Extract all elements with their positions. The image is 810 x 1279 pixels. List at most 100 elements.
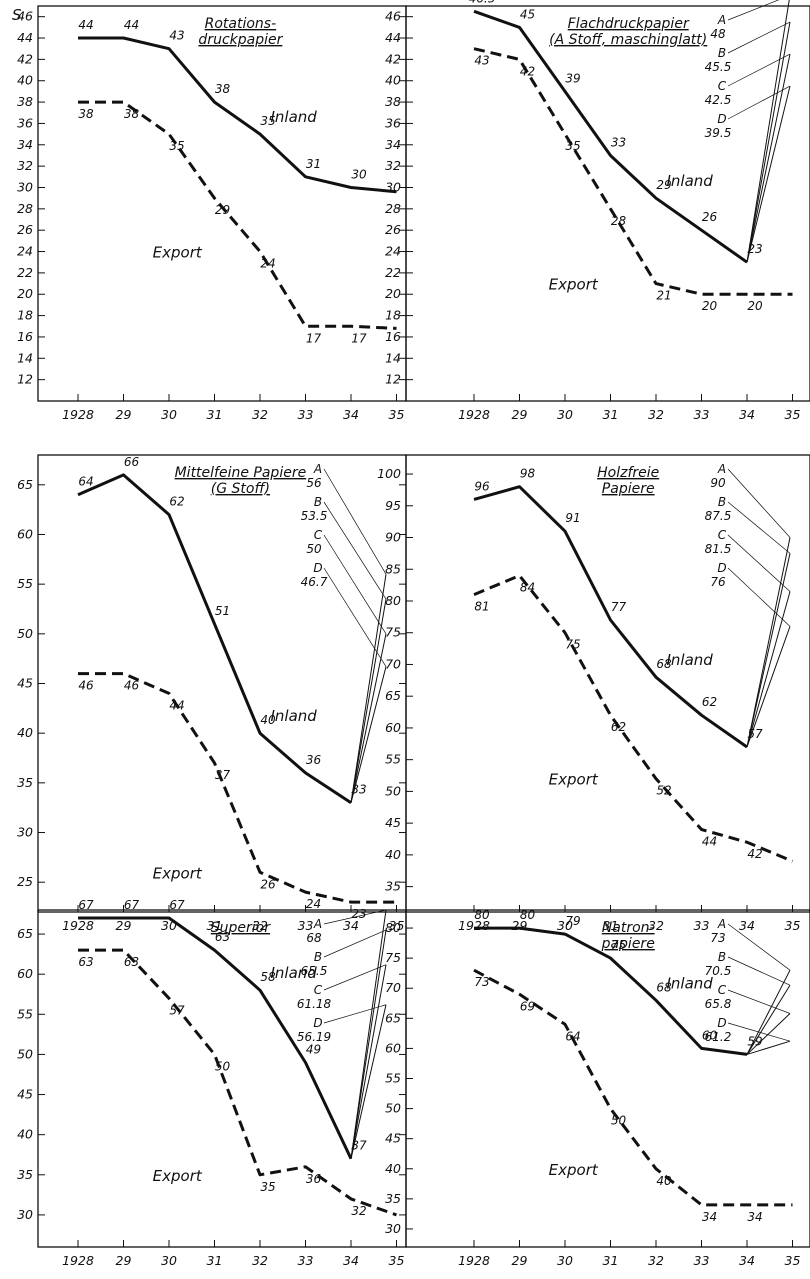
data-label: 63 bbox=[124, 955, 139, 969]
data-label: 64 bbox=[78, 475, 93, 489]
data-label: 81 bbox=[474, 600, 489, 614]
y-tick-label: 18 bbox=[385, 308, 401, 323]
data-label: 38 bbox=[124, 107, 140, 121]
series-line-export bbox=[78, 948, 397, 1217]
y-tick-label: 30 bbox=[17, 825, 33, 840]
y-tick-label: 20 bbox=[385, 286, 401, 301]
grade-leader bbox=[323, 534, 387, 635]
grade-letter: D bbox=[313, 1016, 322, 1030]
grade-line-d bbox=[746, 85, 791, 263]
y-tick-label: 44 bbox=[385, 30, 401, 45]
series-line-export bbox=[473, 574, 794, 863]
grade-line-c bbox=[746, 591, 791, 748]
data-label: 23 bbox=[351, 907, 366, 921]
grade-letter: C bbox=[314, 983, 323, 997]
y-tick-label: 40 bbox=[385, 847, 401, 862]
y-tick-label: 40 bbox=[17, 725, 33, 740]
chart-title-line: druckpapier bbox=[198, 32, 283, 48]
data-label: 46 bbox=[78, 679, 94, 693]
data-label: 58 bbox=[260, 970, 276, 984]
grade-leader bbox=[323, 1004, 387, 1024]
x-tick-label: 30 bbox=[557, 918, 573, 933]
data-label: 17 bbox=[306, 331, 322, 345]
y-tick-label: 30 bbox=[385, 1221, 401, 1236]
series-name-export: Export bbox=[549, 1161, 599, 1179]
series-line-inland bbox=[474, 926, 748, 1056]
grade-line-a bbox=[746, 0, 790, 263]
data-label: 60 bbox=[702, 1028, 718, 1042]
y-tick-label: 12 bbox=[17, 372, 33, 387]
grade-leader bbox=[727, 85, 791, 120]
data-label: 62 bbox=[702, 695, 717, 709]
y-tick-label: 40 bbox=[385, 73, 401, 88]
grade-line-c bbox=[350, 633, 387, 803]
series-line-export bbox=[473, 47, 793, 296]
y-tick-label: 95 bbox=[385, 498, 401, 513]
data-label: 43 bbox=[169, 29, 184, 43]
data-label: 35 bbox=[169, 139, 184, 153]
grade-line-a bbox=[350, 909, 387, 1159]
y-tick-label: 25 bbox=[17, 874, 33, 889]
x-tick-label: 33 bbox=[298, 407, 314, 422]
y-tick-label: 12 bbox=[385, 372, 401, 387]
grade-value-label: 39.5 bbox=[705, 126, 732, 140]
y-tick-label: 32 bbox=[17, 158, 33, 173]
x-tick-label: 33 bbox=[694, 407, 710, 422]
chart-title-line: Papiere bbox=[602, 481, 655, 497]
x-tick-label: 29 bbox=[116, 407, 132, 422]
chart-panel-5: 30 35 40 45 50 55 60 65 1928 29 30 31 32 33 34 35 Superi… bbox=[17, 898, 407, 1268]
grade-letter: A bbox=[313, 462, 322, 476]
x-tick-label: 35 bbox=[389, 407, 405, 422]
data-label: 46 bbox=[124, 679, 140, 693]
grade-value-label: 87.5 bbox=[705, 509, 732, 523]
series-name-export: Export bbox=[549, 771, 599, 789]
y-tick-label: 38 bbox=[17, 94, 33, 109]
data-label: 63 bbox=[78, 955, 93, 969]
data-label: 96 bbox=[474, 479, 490, 493]
grade-leader bbox=[727, 956, 791, 986]
grade-value-label: 73 bbox=[710, 931, 725, 945]
grade-letter: C bbox=[718, 983, 727, 997]
series-line-inland bbox=[78, 36, 397, 194]
grade-value-label: 65.8 bbox=[705, 997, 732, 1011]
y-tick-label: 26 bbox=[17, 222, 33, 237]
series-name-inland: Inland bbox=[666, 974, 713, 992]
data-label: 62 bbox=[169, 495, 184, 509]
y-tick-label: 65 bbox=[385, 1010, 401, 1025]
series-name-inland: Inland bbox=[270, 964, 317, 982]
data-label: 34 bbox=[747, 1210, 762, 1224]
x-tick-label: 30 bbox=[557, 1253, 573, 1268]
data-label: 62 bbox=[611, 720, 626, 734]
chart-title-line: (A Stoff, maschinglatt) bbox=[549, 32, 707, 48]
data-label: 75 bbox=[611, 938, 626, 952]
chart-title-line: Mittelfeine Papiere bbox=[175, 465, 307, 481]
y-tick-label: 100 bbox=[377, 466, 401, 481]
chart-title-line: Natron- bbox=[602, 920, 655, 936]
data-label: 67 bbox=[78, 898, 94, 912]
y-tick-label: 16 bbox=[17, 329, 33, 344]
y-tick-label: 22 bbox=[17, 265, 33, 280]
y-tick-label: 45 bbox=[17, 676, 33, 691]
grade-value-label: 61.2 bbox=[705, 1030, 732, 1044]
y-tick-label: 36 bbox=[17, 115, 33, 130]
data-label: 26 bbox=[260, 877, 276, 891]
grade-value-label: 61.18 bbox=[297, 997, 332, 1011]
series-name-inland: Inland bbox=[666, 172, 713, 190]
x-tick-label: 32 bbox=[252, 1253, 268, 1268]
y-tick-label: 50 bbox=[17, 626, 33, 641]
grade-line-d bbox=[350, 666, 387, 803]
x-tick-label: 1928 bbox=[458, 407, 490, 422]
series-name-export: Export bbox=[153, 864, 203, 882]
grade-line-c bbox=[746, 1013, 791, 1055]
data-label: 98 bbox=[520, 467, 536, 481]
plot-frame bbox=[405, 5, 810, 402]
data-label: 36 bbox=[306, 1172, 322, 1186]
chart-title-line: (G Stoff) bbox=[211, 481, 270, 497]
data-label: 84 bbox=[520, 581, 535, 595]
grade-line-b bbox=[746, 984, 791, 1055]
data-label: 21 bbox=[656, 289, 671, 303]
y-tick-label: 40 bbox=[17, 1127, 33, 1142]
series-name-inland: Inland bbox=[270, 108, 317, 126]
